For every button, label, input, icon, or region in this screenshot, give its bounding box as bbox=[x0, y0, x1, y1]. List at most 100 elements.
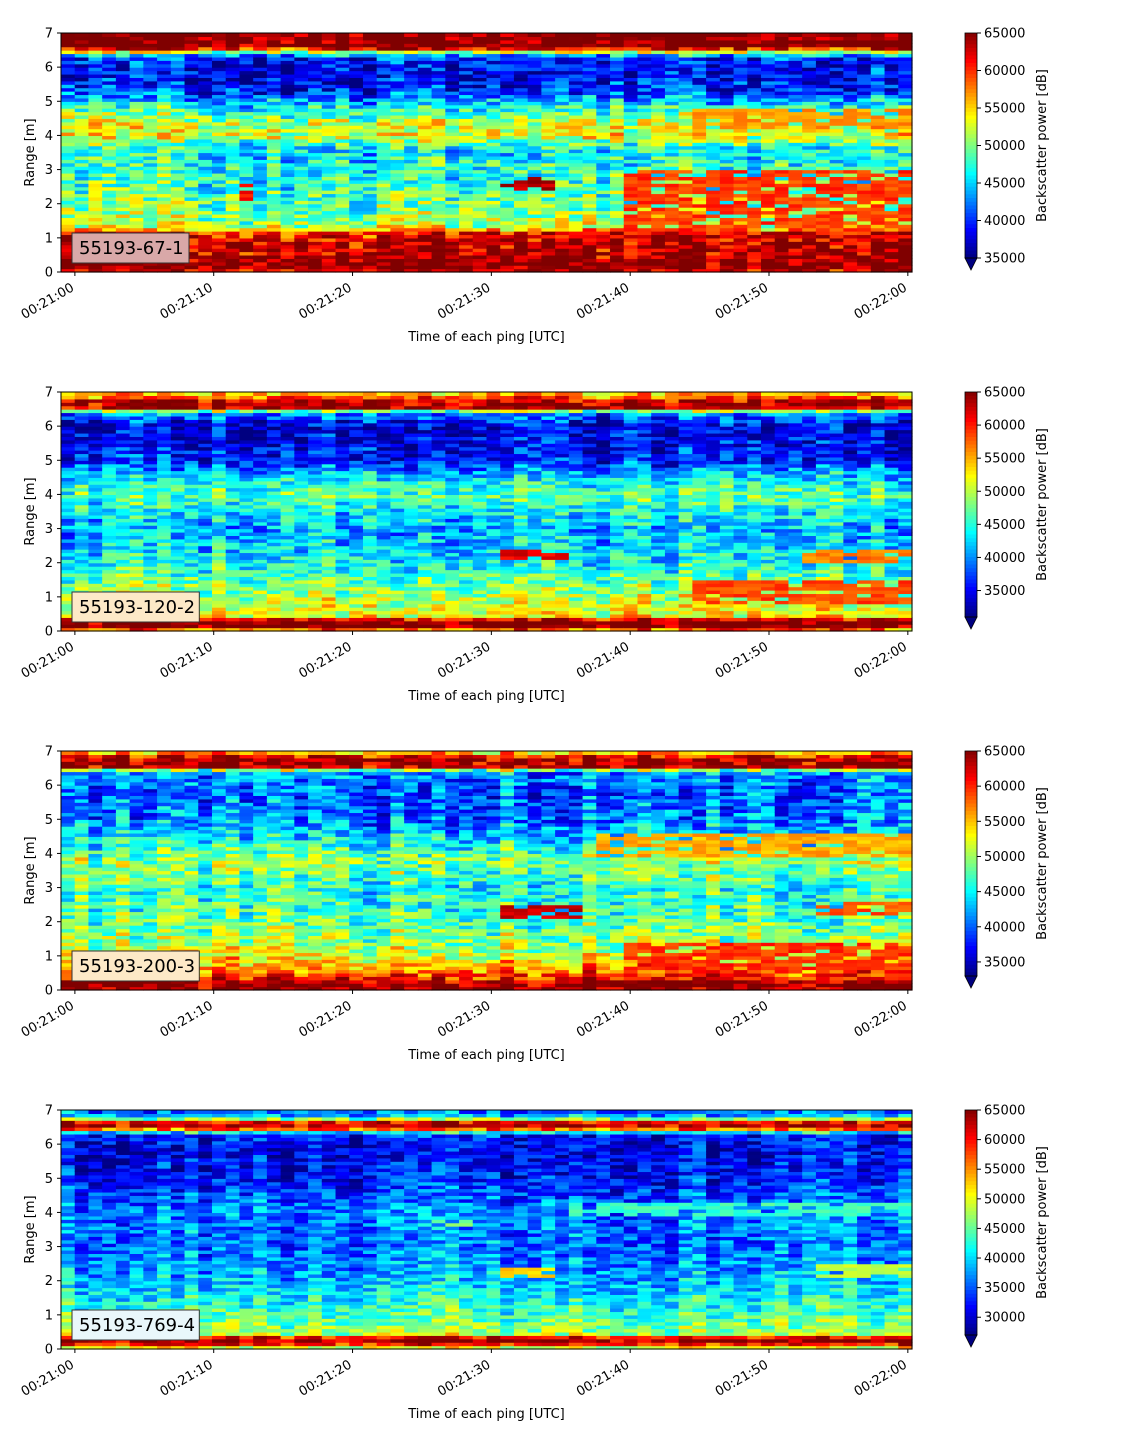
heatmap-cell bbox=[294, 112, 308, 116]
y-tick-label: 1 bbox=[45, 231, 53, 246]
heatmap-cell bbox=[487, 112, 501, 116]
heatmap-cell bbox=[336, 207, 350, 211]
heatmap-cell bbox=[404, 112, 418, 116]
heatmap-cell bbox=[239, 153, 253, 157]
heatmap-cell bbox=[583, 60, 597, 64]
heatmap-cell bbox=[390, 53, 404, 57]
heatmap-cell bbox=[212, 146, 226, 150]
heatmap-cell bbox=[816, 40, 830, 44]
heatmap-cell bbox=[157, 402, 171, 406]
heatmap-cell bbox=[336, 248, 350, 252]
heatmap-cell bbox=[336, 139, 350, 143]
heatmap-cell bbox=[665, 60, 679, 64]
heatmap-cell bbox=[692, 200, 706, 204]
heatmap-cell bbox=[857, 234, 871, 238]
heatmap-cell bbox=[102, 549, 116, 553]
heatmap-cell bbox=[637, 122, 651, 126]
heatmap-cell bbox=[596, 207, 610, 211]
heatmap-cell bbox=[514, 67, 528, 71]
heatmap-cell bbox=[569, 146, 583, 150]
heatmap-cell bbox=[665, 241, 679, 245]
heatmap-cell bbox=[528, 132, 542, 136]
heatmap-cell bbox=[267, 67, 281, 71]
heatmap-cell bbox=[239, 190, 253, 194]
heatmap-cell bbox=[212, 118, 226, 122]
heatmap-cell bbox=[143, 60, 157, 64]
heatmap-cell bbox=[349, 224, 363, 228]
heatmap-cell bbox=[583, 122, 597, 126]
heatmap-cell bbox=[857, 122, 871, 126]
heatmap-cell bbox=[432, 125, 446, 129]
heatmap-cell bbox=[857, 77, 871, 81]
heatmap-cell bbox=[322, 101, 336, 105]
heatmap-cell bbox=[130, 467, 144, 471]
heatmap-cell bbox=[692, 234, 706, 238]
heatmap-cell bbox=[761, 33, 775, 37]
heatmap-cell bbox=[788, 214, 802, 218]
heatmap-cell bbox=[871, 241, 885, 245]
heatmap-cell bbox=[665, 118, 679, 122]
heatmap-cell bbox=[308, 94, 322, 98]
heatmap-cell bbox=[692, 122, 706, 126]
heatmap-cell bbox=[88, 552, 102, 556]
heatmap-cell bbox=[734, 149, 748, 153]
heatmap-cell bbox=[294, 33, 308, 37]
heatmap-cell bbox=[528, 71, 542, 75]
heatmap-cell bbox=[390, 57, 404, 61]
heatmap-cell bbox=[61, 224, 75, 228]
heatmap-cell bbox=[857, 67, 871, 71]
heatmap-cell bbox=[130, 563, 144, 567]
heatmap-cell bbox=[143, 71, 157, 75]
heatmap-cell bbox=[198, 231, 212, 235]
heatmap-cell bbox=[390, 159, 404, 163]
heatmap-cell bbox=[171, 122, 185, 126]
heatmap-cell bbox=[281, 94, 295, 98]
heatmap-cell bbox=[857, 40, 871, 44]
heatmap-cell bbox=[185, 60, 199, 64]
heatmap-cell bbox=[898, 91, 912, 95]
heatmap-cell bbox=[747, 77, 761, 81]
heatmap-cell bbox=[528, 122, 542, 126]
heatmap-cell bbox=[390, 190, 404, 194]
heatmap-cell bbox=[363, 57, 377, 61]
heatmap-cell bbox=[802, 142, 816, 146]
heatmap-cell bbox=[788, 224, 802, 228]
heatmap-cell bbox=[459, 180, 473, 184]
heatmap-cell bbox=[390, 149, 404, 153]
heatmap-cell bbox=[377, 67, 391, 71]
heatmap-cell bbox=[432, 129, 446, 133]
heatmap-cell bbox=[75, 484, 89, 488]
heatmap-cell bbox=[830, 197, 844, 201]
heatmap-cell bbox=[61, 142, 75, 146]
heatmap-cell bbox=[514, 57, 528, 61]
heatmap-cell bbox=[143, 187, 157, 191]
heatmap-cell bbox=[239, 265, 253, 269]
heatmap-cell bbox=[308, 166, 322, 170]
heatmap-cell bbox=[528, 234, 542, 238]
heatmap-cell bbox=[349, 200, 363, 204]
heatmap-cell bbox=[624, 265, 638, 269]
heatmap-cell bbox=[898, 71, 912, 75]
heatmap-cell bbox=[267, 101, 281, 105]
heatmap-cell bbox=[102, 197, 116, 201]
heatmap-cell bbox=[390, 81, 404, 85]
heatmap-cell bbox=[761, 214, 775, 218]
heatmap-cell bbox=[198, 183, 212, 187]
heatmap-cell bbox=[487, 47, 501, 51]
heatmap-cell bbox=[679, 84, 693, 88]
heatmap-cell bbox=[651, 170, 665, 174]
heatmap-cell bbox=[816, 43, 830, 47]
heatmap-cell bbox=[473, 228, 487, 232]
heatmap-cell bbox=[212, 50, 226, 54]
heatmap-cell bbox=[88, 570, 102, 574]
heatmap-cell bbox=[788, 245, 802, 249]
heatmap-cell bbox=[75, 221, 89, 225]
heatmap-cell bbox=[253, 77, 267, 81]
heatmap-cell bbox=[610, 132, 624, 136]
heatmap-cell bbox=[88, 146, 102, 150]
heatmap-cell bbox=[336, 166, 350, 170]
heatmap-cell bbox=[487, 163, 501, 167]
heatmap-cell bbox=[679, 64, 693, 68]
heatmap-cell bbox=[239, 204, 253, 208]
heatmap-cell bbox=[651, 125, 665, 129]
